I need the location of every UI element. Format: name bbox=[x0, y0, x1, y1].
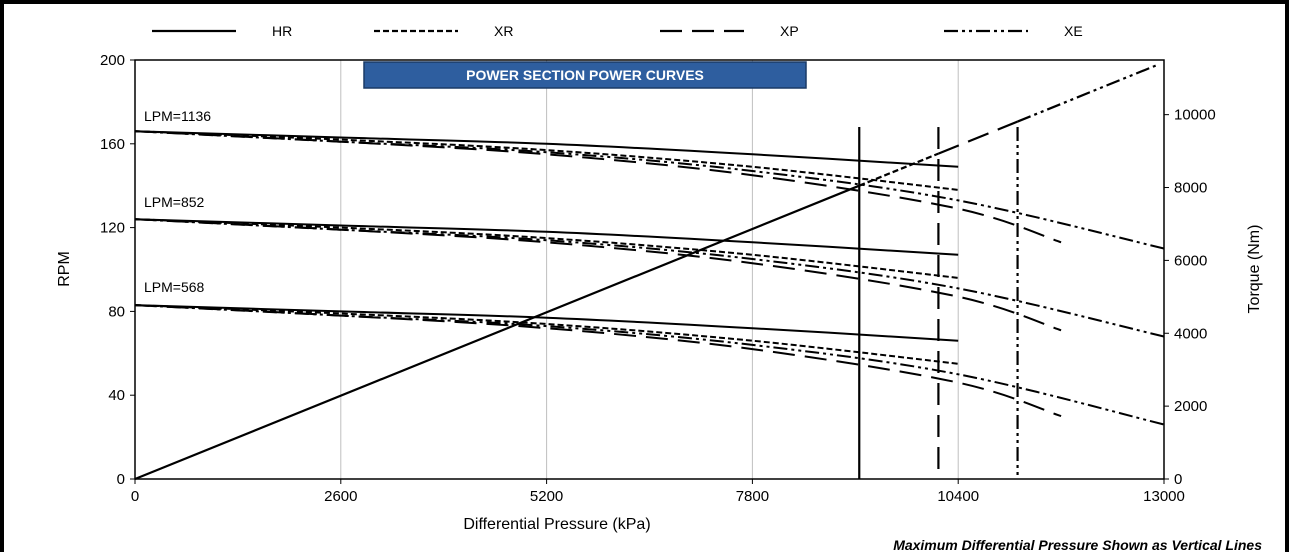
x-tick-label-13000: 13000 bbox=[1143, 488, 1185, 505]
y-tick-label-80: 80 bbox=[108, 303, 125, 320]
x-tick-label-0: 0 bbox=[131, 488, 139, 505]
torque-segment-hr bbox=[134, 184, 860, 481]
rpm-curve-hr-lpm-1136 bbox=[134, 130, 959, 168]
legend: HR XR XP XE bbox=[152, 23, 1083, 39]
chart: 0 2600 5200 7800 10400 1300004080120160200020… bbox=[56, 23, 1263, 553]
y-tick-label-120: 120 bbox=[100, 220, 125, 237]
chart-title-banner: POWER SECTION POWER CURVES bbox=[363, 61, 807, 89]
flow-label-568: LPM=568 bbox=[144, 279, 205, 295]
legend-label-hr: HR bbox=[272, 23, 292, 39]
x-tick-label-5200: 5200 bbox=[530, 488, 563, 505]
flow-label-852: LPM=852 bbox=[144, 194, 205, 210]
y2-tick-label-0: 0 bbox=[1174, 471, 1182, 488]
legend-label-xp: XP bbox=[780, 23, 799, 39]
rpm-curve-xr-lpm-852 bbox=[134, 218, 959, 279]
rpm-curve-xe-lpm-568 bbox=[134, 304, 1165, 426]
chart-title: POWER SECTION POWER CURVES bbox=[466, 67, 704, 83]
rpm-curves bbox=[134, 130, 1165, 426]
rpm-curve-xe-lpm-1136 bbox=[134, 130, 1165, 250]
x-tick-label-2600: 2600 bbox=[324, 488, 357, 505]
y-tick-label-200: 200 bbox=[100, 52, 125, 69]
legend-item-xe: XE bbox=[944, 23, 1083, 39]
rpm-curve-hr-lpm-852 bbox=[134, 218, 959, 256]
max-pressure-lines bbox=[858, 127, 1019, 479]
legend-item-xr: XR bbox=[374, 23, 513, 39]
rpm-curve-xr-lpm-1136 bbox=[134, 130, 959, 191]
y2-tick-label-4000: 4000 bbox=[1174, 325, 1207, 342]
y2-tick-label-10000: 10000 bbox=[1174, 107, 1216, 124]
y-tick-label-160: 160 bbox=[100, 136, 125, 153]
rpm-curve-xp-lpm-852 bbox=[134, 218, 1062, 332]
torque-line bbox=[134, 64, 1157, 481]
y2-axis-title: Torque (Nm) bbox=[1246, 225, 1263, 314]
legend-item-hr: HR bbox=[152, 23, 292, 39]
x-tick-label-10400: 10400 bbox=[937, 488, 979, 505]
y-axis-title: RPM bbox=[56, 251, 73, 287]
y2-tick-label-8000: 8000 bbox=[1174, 180, 1207, 197]
y2-tick-label-6000: 6000 bbox=[1174, 252, 1207, 269]
x-tick-label-7800: 7800 bbox=[736, 488, 769, 505]
footnote: Maximum Differential Pressure Shown as V… bbox=[893, 537, 1262, 553]
legend-item-xp: XP bbox=[660, 23, 799, 39]
torque-segment-xp bbox=[937, 120, 1018, 155]
torque-segment-xe bbox=[1017, 64, 1157, 123]
axis-ticks: 0 2600 5200 7800 10400 1300004080120160200020… bbox=[100, 52, 1216, 505]
legend-label-xr: XR bbox=[494, 23, 513, 39]
rpm-curve-xp-lpm-568 bbox=[134, 304, 1062, 418]
grid bbox=[340, 60, 959, 479]
x-axis-title: Differential Pressure (kPa) bbox=[463, 516, 650, 533]
plot-area bbox=[134, 59, 1165, 480]
torque-segment-xr bbox=[858, 152, 939, 187]
legend-label-xe: XE bbox=[1064, 23, 1083, 39]
banner-background bbox=[363, 61, 807, 89]
rpm-curve-xe-lpm-852 bbox=[134, 218, 1165, 338]
y-tick-label-0: 0 bbox=[117, 471, 125, 488]
flow-label-1136: LPM=1136 bbox=[144, 108, 211, 124]
y-tick-label-40: 40 bbox=[108, 387, 125, 404]
y2-tick-label-2000: 2000 bbox=[1174, 398, 1207, 415]
rpm-curve-xr-lpm-568 bbox=[134, 304, 959, 365]
rpm-curve-hr-lpm-568 bbox=[134, 304, 959, 342]
